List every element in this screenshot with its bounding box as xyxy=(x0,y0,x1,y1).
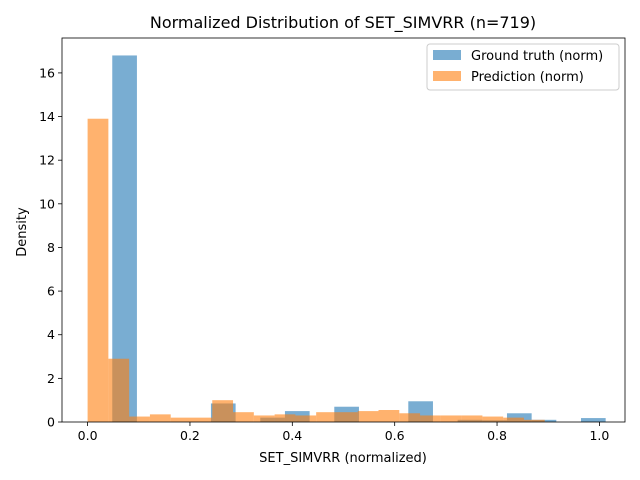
y-tick-label: 12 xyxy=(39,153,55,168)
histogram-bar-series-2 xyxy=(420,415,441,422)
y-tick-label: 4 xyxy=(47,327,55,342)
x-tick-label: 0.4 xyxy=(282,428,302,443)
bars-layer xyxy=(87,55,606,423)
y-tick-label: 14 xyxy=(39,109,55,124)
x-axis-label: SET_SIMVRR (normalized) xyxy=(259,451,427,466)
histogram-bar-series-2 xyxy=(399,413,421,422)
histogram-bar-series-2 xyxy=(523,419,545,422)
y-tick-label: 10 xyxy=(39,196,55,211)
x-tick-label: 0.2 xyxy=(180,428,200,443)
histogram-bar-series-2 xyxy=(212,400,234,422)
histogram-bar-series-2 xyxy=(149,414,171,422)
histogram-bar-series-2 xyxy=(357,411,379,422)
chart-title: Normalized Distribution of SET_SIMVRR (n… xyxy=(150,13,536,33)
plot-frame xyxy=(61,37,626,423)
histogram-bar-series-1 xyxy=(580,418,606,422)
histogram-bar-series-2 xyxy=(87,118,109,423)
histogram-bar-series-2 xyxy=(129,416,150,422)
y-tick-label: 6 xyxy=(47,284,55,299)
legend-entry-label: Prediction (norm) xyxy=(471,70,584,85)
x-tick-label: 0.6 xyxy=(385,428,405,443)
legend-swatch xyxy=(433,71,461,81)
histogram-bar-series-2 xyxy=(274,414,296,422)
y-tick-label: 16 xyxy=(39,65,55,80)
legend-box xyxy=(426,43,620,91)
histogram-bar-series-2 xyxy=(336,412,358,422)
legend-entry-label: Ground truth (norm) xyxy=(471,49,603,64)
histogram-bar-series-2 xyxy=(482,416,504,422)
histogram-bar-series-2 xyxy=(378,410,400,422)
y-tick-label: 2 xyxy=(47,371,55,386)
histogram-bar-series-2 xyxy=(233,412,254,422)
y-tick-label: 0 xyxy=(47,415,55,430)
histogram-bar-series-2 xyxy=(461,415,483,422)
legend: Ground truth (norm) Prediction (norm) xyxy=(426,43,620,91)
histogram-bar-series-2 xyxy=(191,417,213,422)
y-tick-label: 8 xyxy=(47,240,55,255)
axes-layer: 0.0 0.2 0.4 0.6 0.8 1.0 0 2 4 6 8 10 12 14 16 xyxy=(39,37,626,443)
x-tick-label: 0.8 xyxy=(487,428,507,443)
y-axis-label: Density xyxy=(15,207,30,257)
histogram-bar-series-2 xyxy=(316,412,337,422)
histogram-bar-series-2 xyxy=(503,417,524,422)
histogram-bar-series-2 xyxy=(108,358,130,422)
histogram-bar-series-2 xyxy=(295,415,317,422)
x-tick-label: 0.0 xyxy=(78,428,98,443)
histogram-bar-series-2 xyxy=(253,415,275,422)
legend-swatch xyxy=(433,50,461,60)
histogram-bar-series-2 xyxy=(170,417,192,422)
x-tick-label: 1.0 xyxy=(589,428,609,443)
histogram-bar-series-2 xyxy=(440,415,462,422)
